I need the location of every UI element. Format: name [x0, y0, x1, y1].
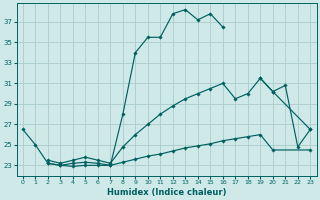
X-axis label: Humidex (Indice chaleur): Humidex (Indice chaleur): [107, 188, 226, 197]
